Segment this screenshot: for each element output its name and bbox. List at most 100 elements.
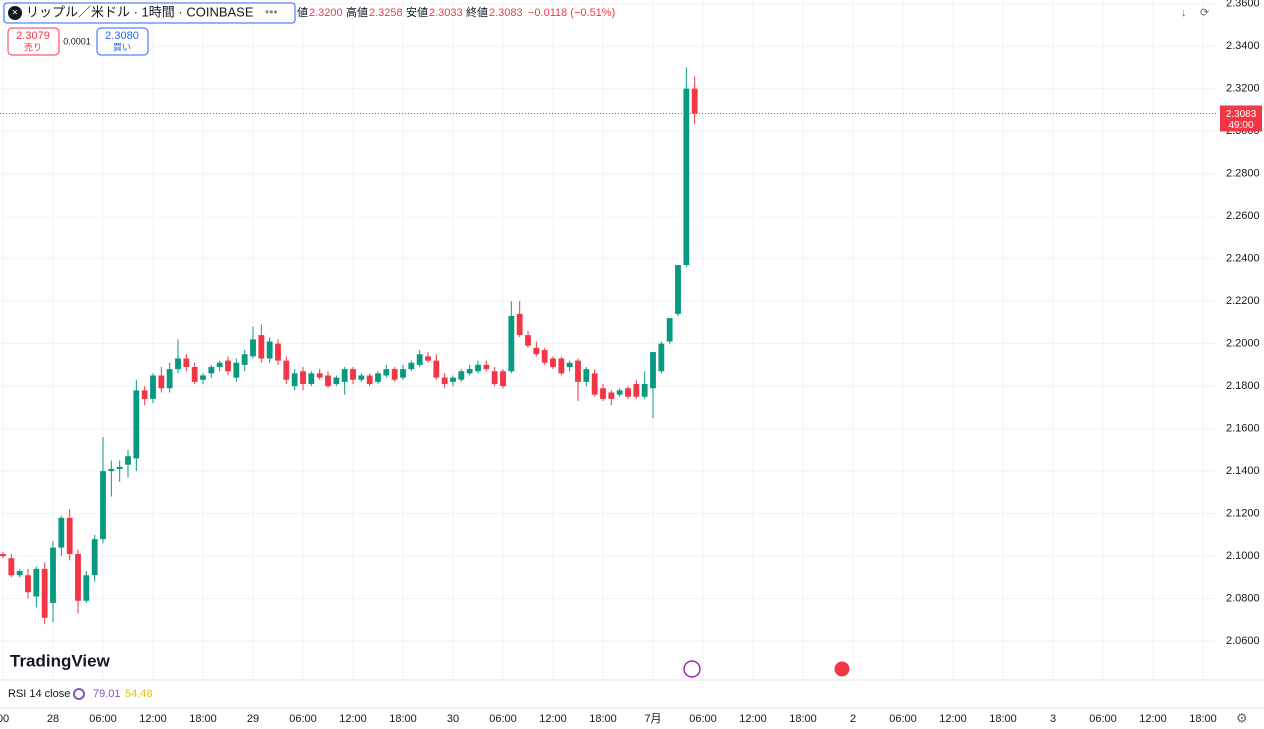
- candle-body: [441, 377, 448, 384]
- open-label: 値: [297, 6, 308, 19]
- candle-body: [633, 383, 640, 397]
- y-tick-label: 2.2600: [1226, 210, 1260, 222]
- candle-body: [433, 360, 440, 378]
- candle-body: [150, 375, 156, 399]
- settings-icon[interactable]: ⚙: [1236, 710, 1248, 725]
- candle-body: [266, 341, 273, 359]
- candle-body: [375, 373, 381, 382]
- flag-icon[interactable]: [833, 660, 851, 678]
- buy-button[interactable]: [96, 27, 149, 56]
- candle-body: [450, 377, 456, 382]
- x-tick-label: 2: [850, 713, 856, 725]
- candle-body: [191, 366, 198, 382]
- candle-body: [483, 364, 490, 370]
- x-tick-label: 06:00: [489, 713, 517, 725]
- y-tick-label: 2.1800: [1226, 380, 1260, 392]
- symbol-box[interactable]: [3, 2, 296, 24]
- symbol: リップル／米ドル · 1時間 · COINBASE: [26, 4, 254, 19]
- candle-body: [591, 373, 598, 395]
- event-icon[interactable]: [683, 660, 701, 678]
- rsi-ma: 54.48: [125, 688, 153, 700]
- candle-body: [25, 575, 31, 593]
- y-tick-label: 2.1400: [1226, 465, 1260, 477]
- x-tick-label: 18:00: [1189, 713, 1217, 725]
- candle-body: [16, 570, 23, 576]
- y-tick-label: 2.1600: [1226, 423, 1260, 435]
- x-tick-label: 18:00: [389, 713, 417, 725]
- x-tick-label: 29: [247, 713, 259, 725]
- rsi-icon: [73, 688, 85, 700]
- y-tick-label: 2.1200: [1226, 508, 1260, 520]
- sell-button[interactable]: [7, 27, 60, 56]
- candle-body: [533, 347, 540, 355]
- candle-body: [616, 390, 623, 395]
- candle-body: [541, 349, 548, 363]
- candle-body: [508, 315, 515, 372]
- candle-body: [158, 375, 165, 389]
- candle-body: [425, 356, 431, 361]
- y-tick-label: 2.2800: [1226, 168, 1260, 180]
- close-label: 終値: [466, 5, 488, 19]
- last-price-label: 2.3083: [1226, 109, 1257, 120]
- y-tick-label: 2.3200: [1226, 83, 1260, 95]
- candle-body: [333, 377, 340, 384]
- candle-body: [250, 339, 256, 357]
- candle-body: [608, 392, 615, 399]
- x-tick-label: 18:00: [989, 713, 1017, 725]
- candle-body: [216, 362, 223, 367]
- candle-body: [691, 88, 698, 114]
- x-tick-label: 12:00: [339, 713, 367, 725]
- x-tick-label: 3: [1050, 713, 1056, 725]
- candle-body: [658, 343, 665, 372]
- candle-body: [583, 369, 590, 382]
- candle-body: [83, 575, 90, 601]
- last-price-box: [1220, 105, 1262, 132]
- candle-body: [66, 517, 73, 554]
- x-tick-label: 28: [47, 713, 59, 725]
- candle-body: [475, 364, 481, 372]
- candle-body: [308, 373, 315, 384]
- candle-body: [358, 375, 365, 380]
- candle-body: [0, 553, 6, 557]
- candle-body: [125, 456, 131, 465]
- x-tick-label: 18:00: [189, 713, 217, 725]
- candle-body: [50, 547, 56, 603]
- candle-body: [208, 366, 215, 374]
- candle-body: [408, 362, 415, 370]
- x-tick-label: 12:00: [939, 713, 967, 725]
- candle-body: [91, 539, 98, 576]
- rsi-value: 79.01: [93, 688, 121, 700]
- candle-body: [650, 352, 656, 389]
- candle-body: [166, 369, 173, 389]
- down-icon[interactable]: ↓: [1181, 7, 1187, 19]
- candle-body: [183, 358, 190, 367]
- candle-body: [466, 369, 473, 374]
- candle-body: [366, 375, 373, 384]
- candle-body: [300, 371, 306, 384]
- y-tick-label: 2.1000: [1226, 550, 1260, 562]
- y-tick-label: 2.2000: [1226, 338, 1260, 350]
- candle-body: [225, 360, 231, 372]
- x-tick-label: 06:00: [89, 713, 117, 725]
- candle-body: [275, 343, 281, 361]
- y-tick-label: 2.0800: [1226, 593, 1260, 605]
- y-tick-label: 2.3400: [1226, 40, 1260, 52]
- refresh-icon[interactable]: ⟳: [1200, 7, 1209, 19]
- more[interactable]: •••: [265, 5, 278, 19]
- candle-body: [666, 318, 673, 342]
- open-value: 2.3200: [309, 7, 343, 19]
- candle-body: [258, 335, 265, 359]
- candle-body: [500, 371, 506, 387]
- x-tick-label: 30: [447, 713, 459, 725]
- x-tick-label: 12:00: [1139, 713, 1167, 725]
- low-value: 2.3033: [429, 7, 463, 19]
- candle-body: [41, 568, 48, 618]
- logo: TradingView: [10, 651, 111, 670]
- candle-body: [200, 375, 206, 380]
- candle-body: [100, 471, 106, 540]
- x-tick-label: 06:00: [1089, 713, 1117, 725]
- x-tick-label: 06:00: [689, 713, 717, 725]
- buy-label: 買い: [113, 42, 131, 52]
- high-label: 高値: [346, 5, 368, 19]
- countdown: 49:00: [1228, 120, 1253, 131]
